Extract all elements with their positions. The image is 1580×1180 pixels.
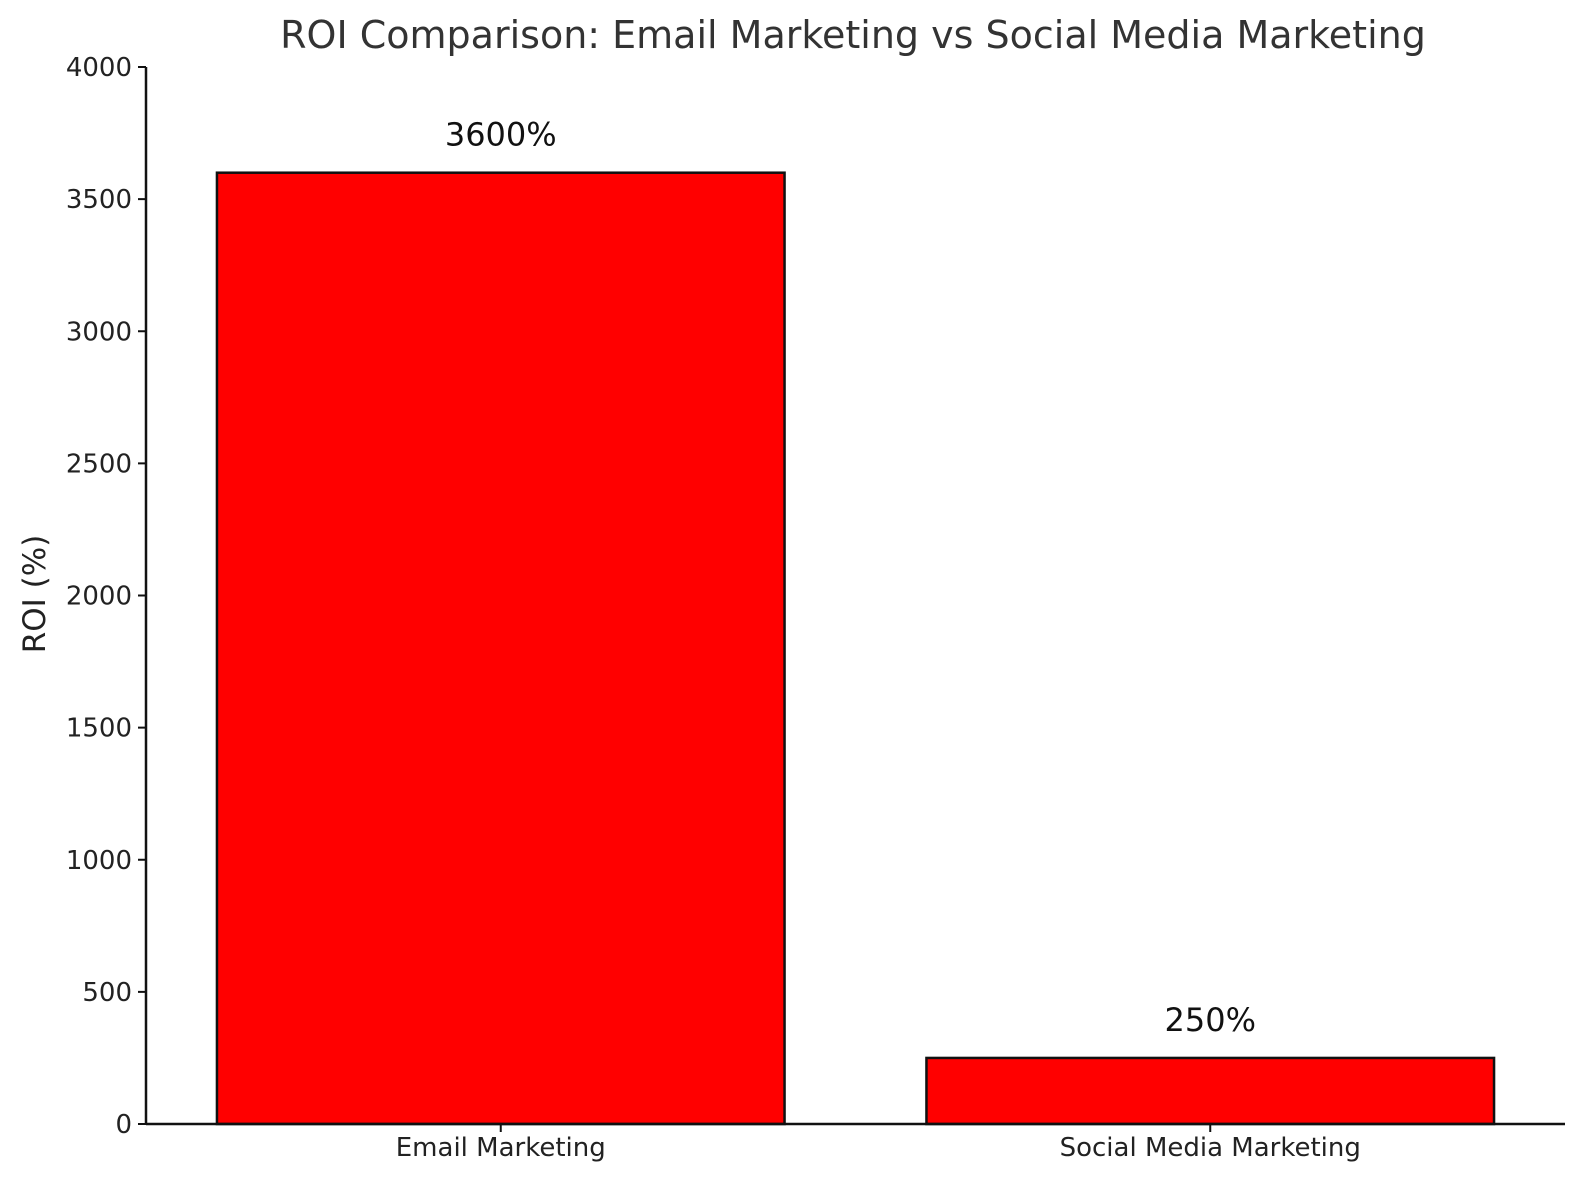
y-tick-label: 1000	[66, 846, 132, 876]
x-tick-label: Email Marketing	[396, 1133, 606, 1163]
x-axis-ticks: Email Marketing Social Media Marketing	[396, 1124, 1361, 1163]
y-tick-label: 4000	[66, 53, 132, 83]
y-axis-label: ROI (%)	[17, 535, 53, 654]
bar-data-label: 250%	[1165, 1001, 1256, 1039]
y-tick-label: 3000	[66, 317, 132, 347]
bar-email-marketing	[215, 171, 786, 1126]
y-tick-label: 500	[82, 978, 132, 1008]
y-tick-label: 1500	[66, 714, 132, 744]
y-tick-label: 3500	[66, 185, 132, 215]
y-tick-label: 2000	[66, 582, 132, 612]
y-tick-label: 2500	[66, 449, 132, 479]
x-tick-label: Social Media Marketing	[1060, 1133, 1361, 1163]
chart-title: ROI Comparison: Email Marketing vs Socia…	[280, 13, 1426, 57]
bars-group: 3600% 250%	[215, 116, 1496, 1126]
y-tick-label: 0	[115, 1110, 132, 1140]
bar-social-media-marketing	[925, 1056, 1496, 1126]
y-axis-ticks: 0 500 1000 1500 2000 2500 3000 3500 4000	[66, 53, 146, 1140]
bar-data-label: 3600%	[445, 116, 557, 154]
